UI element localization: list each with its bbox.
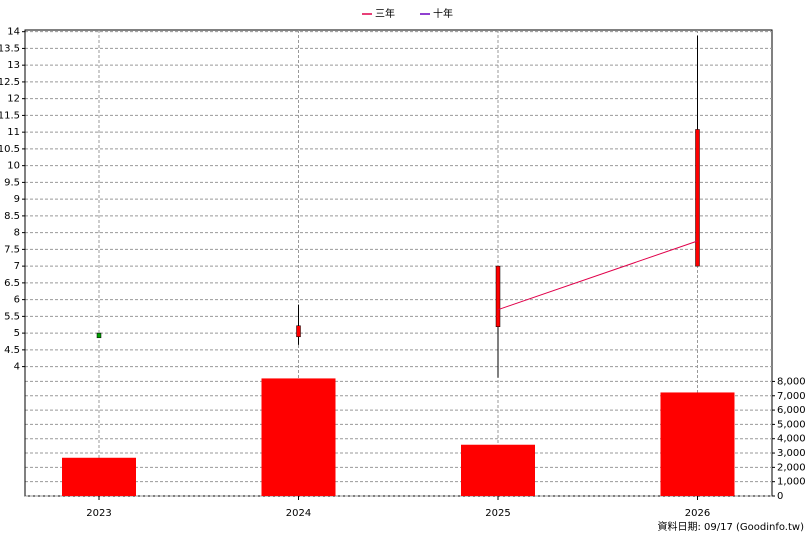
y-tick-label: 9.5 [4, 177, 20, 188]
y-tick-label: 7.5 [4, 244, 20, 255]
y2-tick-label: 3,000 [777, 448, 806, 459]
volume-bar [261, 378, 336, 496]
y2-tick-label: 4,000 [777, 434, 806, 445]
candle-body [695, 129, 700, 267]
legend-label: 三年 [375, 7, 395, 20]
y2-tick-label: 0 [777, 491, 783, 502]
y-tick-label: 10 [7, 161, 20, 172]
candle-body [495, 265, 501, 327]
y2-tick-label: 6,000 [777, 405, 806, 416]
y2-tick-label: 7,000 [777, 391, 806, 402]
y-tick-label: 4 [14, 362, 20, 373]
legend-label: 十年 [433, 7, 453, 20]
volume-bar [62, 457, 136, 496]
y-tick-label: 10.5 [0, 144, 20, 155]
y-tick-label: 9 [14, 194, 20, 205]
plot-frame [24, 29, 773, 497]
y-tick-label: 6.5 [4, 278, 20, 289]
y-tick-label: 5.5 [4, 311, 20, 322]
y2-tick-label: 2,000 [777, 462, 806, 473]
y-tick-label: 11 [7, 127, 20, 138]
y-tick-label: 14 [7, 27, 20, 38]
y2-tick-label: 1,000 [777, 477, 806, 488]
y-tick-label: 5 [14, 328, 20, 339]
x-tick-label: 2023 [86, 508, 111, 519]
candle-body [96, 332, 102, 339]
x-tick-label: 2025 [485, 508, 510, 519]
y-tick-label: 7 [14, 261, 20, 272]
x-tick-label: 2024 [286, 508, 311, 519]
y2-tick-label: 8,000 [777, 376, 806, 387]
y-tick-label: 8 [14, 228, 20, 239]
y-tick-label: 13.5 [0, 43, 20, 54]
y-tick-label: 6 [14, 295, 20, 306]
volume-bar [660, 392, 735, 496]
x-tick-label: 2026 [685, 508, 710, 519]
y-tick-label: 11.5 [0, 110, 20, 121]
volume-bar [461, 444, 535, 496]
y-tick-label: 8.5 [4, 211, 20, 222]
y-tick-label: 12 [7, 94, 20, 105]
y-tick-label: 13 [7, 60, 20, 71]
footer: 資料日期: 09/17 (Goodinfo.tw) [657, 520, 804, 533]
y-tick-label: 4.5 [4, 345, 20, 356]
y2-tick-label: 5,000 [777, 419, 806, 430]
candle-body [296, 325, 301, 338]
y-tick-label: 12.5 [0, 77, 20, 88]
series-line [497, 240, 698, 311]
